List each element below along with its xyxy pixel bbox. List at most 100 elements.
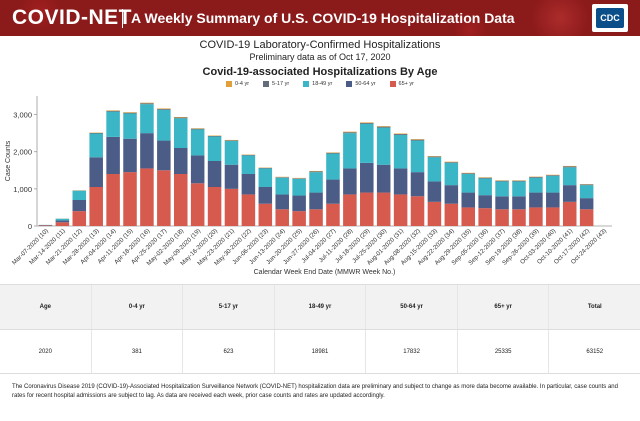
bar-segment[interactable] <box>190 129 205 156</box>
bar-segment[interactable] <box>376 126 391 127</box>
bar-segment[interactable] <box>106 136 120 174</box>
bar-segment[interactable] <box>529 176 543 178</box>
bar-segment[interactable] <box>546 192 560 208</box>
bar-segment[interactable] <box>89 132 103 134</box>
bar-segment[interactable] <box>343 132 357 134</box>
table-header-cell[interactable]: Age <box>0 285 92 329</box>
bar-segment[interactable] <box>106 111 120 137</box>
bar-segment[interactable] <box>38 225 53 226</box>
bar-segment[interactable] <box>173 174 188 226</box>
bar-segment[interactable] <box>241 194 256 226</box>
bar-segment[interactable] <box>241 174 256 195</box>
bar-segment[interactable] <box>72 211 87 226</box>
bar-segment[interactable] <box>444 162 459 163</box>
bar-segment[interactable] <box>241 154 256 156</box>
bar-segment[interactable] <box>309 192 323 210</box>
bar-segment[interactable] <box>140 133 154 169</box>
bar-segment[interactable] <box>562 201 577 226</box>
bar-segment[interactable] <box>292 178 306 196</box>
bar-segment[interactable] <box>157 140 171 171</box>
bar-segment[interactable] <box>55 222 70 226</box>
legend-item[interactable]: 0-4 yr <box>225 81 249 87</box>
bar-segment[interactable] <box>106 110 120 112</box>
bar-segment[interactable] <box>173 117 188 119</box>
bar-segment[interactable] <box>241 155 256 174</box>
bar-segment[interactable] <box>461 174 476 193</box>
bar-segment[interactable] <box>512 209 526 226</box>
bar-segment[interactable] <box>123 172 137 226</box>
bar-segment[interactable] <box>444 185 459 204</box>
bar-segment[interactable] <box>360 192 374 226</box>
bar-segment[interactable] <box>427 157 442 182</box>
bar-segment[interactable] <box>173 118 188 148</box>
bar-segment[interactable] <box>224 140 239 141</box>
bar-segment[interactable] <box>157 109 171 141</box>
bar-segment[interactable] <box>123 113 137 139</box>
bar-segment[interactable] <box>360 122 374 123</box>
bar-segment[interactable] <box>512 196 526 210</box>
bar-segment[interactable] <box>376 192 391 226</box>
bar-segment[interactable] <box>562 185 577 202</box>
bar-segment[interactable] <box>275 177 289 178</box>
bar-segment[interactable] <box>393 133 408 135</box>
bar-segment[interactable] <box>258 187 273 204</box>
bar-segment[interactable] <box>224 188 239 226</box>
bar-segment[interactable] <box>562 167 577 186</box>
bar-segment[interactable] <box>376 164 391 193</box>
bar-segment[interactable] <box>427 181 442 202</box>
bar-segment[interactable] <box>393 134 408 135</box>
table-header-cell[interactable]: 50-64 yr <box>366 285 458 329</box>
bar-segment[interactable] <box>123 112 137 113</box>
bar-segment[interactable] <box>579 198 594 210</box>
bar-segment[interactable] <box>157 170 171 226</box>
bar-segment[interactable] <box>393 168 408 195</box>
legend-item[interactable]: 50-64 yr <box>346 81 376 87</box>
bar-segment[interactable] <box>343 168 357 195</box>
bar-segment[interactable] <box>123 138 137 173</box>
bar-segment[interactable] <box>190 155 205 184</box>
bar-segment[interactable] <box>326 203 340 226</box>
bar-segment[interactable] <box>461 173 476 174</box>
bar-segment[interactable] <box>360 123 374 163</box>
bar-segment[interactable] <box>224 140 239 165</box>
bar-segment[interactable] <box>123 112 137 114</box>
bar-segment[interactable] <box>444 162 459 186</box>
bar-segment[interactable] <box>258 167 273 169</box>
bar-segment[interactable] <box>207 161 222 187</box>
bar-segment[interactable] <box>55 218 70 221</box>
bar-segment[interactable] <box>89 133 103 158</box>
bar-segment[interactable] <box>512 181 526 197</box>
bar-segment[interactable] <box>579 184 594 186</box>
bar-segment[interactable] <box>478 178 492 196</box>
bar-segment[interactable] <box>478 177 492 179</box>
bar-segment[interactable] <box>275 209 289 226</box>
bar-segment[interactable] <box>258 168 273 187</box>
bar-segment[interactable] <box>478 195 492 209</box>
bar-segment[interactable] <box>275 177 289 195</box>
bar-segment[interactable] <box>207 136 222 161</box>
bar-segment[interactable] <box>258 203 273 226</box>
bar-segment[interactable] <box>393 135 408 169</box>
bar-segment[interactable] <box>410 139 425 140</box>
bar-segment[interactable] <box>529 207 543 226</box>
bar-segment[interactable] <box>55 220 70 223</box>
bar-segment[interactable] <box>157 109 171 110</box>
bar-segment[interactable] <box>106 110 120 111</box>
bar-segment[interactable] <box>140 102 154 104</box>
bar-segment[interactable] <box>427 156 442 158</box>
bar-segment[interactable] <box>410 196 425 226</box>
table-header-cell[interactable]: 18-49 yr <box>275 285 367 329</box>
table-header-cell[interactable]: 65+ yr <box>458 285 550 329</box>
bar-segment[interactable] <box>495 181 509 197</box>
bar-segment[interactable] <box>140 104 154 134</box>
legend-item[interactable]: 65+ yr <box>389 81 414 87</box>
bar-segment[interactable] <box>224 164 239 189</box>
bar-segment[interactable] <box>562 166 577 168</box>
bar-segment[interactable] <box>292 211 306 226</box>
bar-segment[interactable] <box>190 128 205 130</box>
bar-segment[interactable] <box>343 131 357 133</box>
bar-segment[interactable] <box>360 122 374 124</box>
table-header-cell[interactable]: 0-4 yr <box>92 285 184 329</box>
bar-segment[interactable] <box>309 209 323 226</box>
legend-item[interactable]: 5-17 yr <box>263 81 289 87</box>
